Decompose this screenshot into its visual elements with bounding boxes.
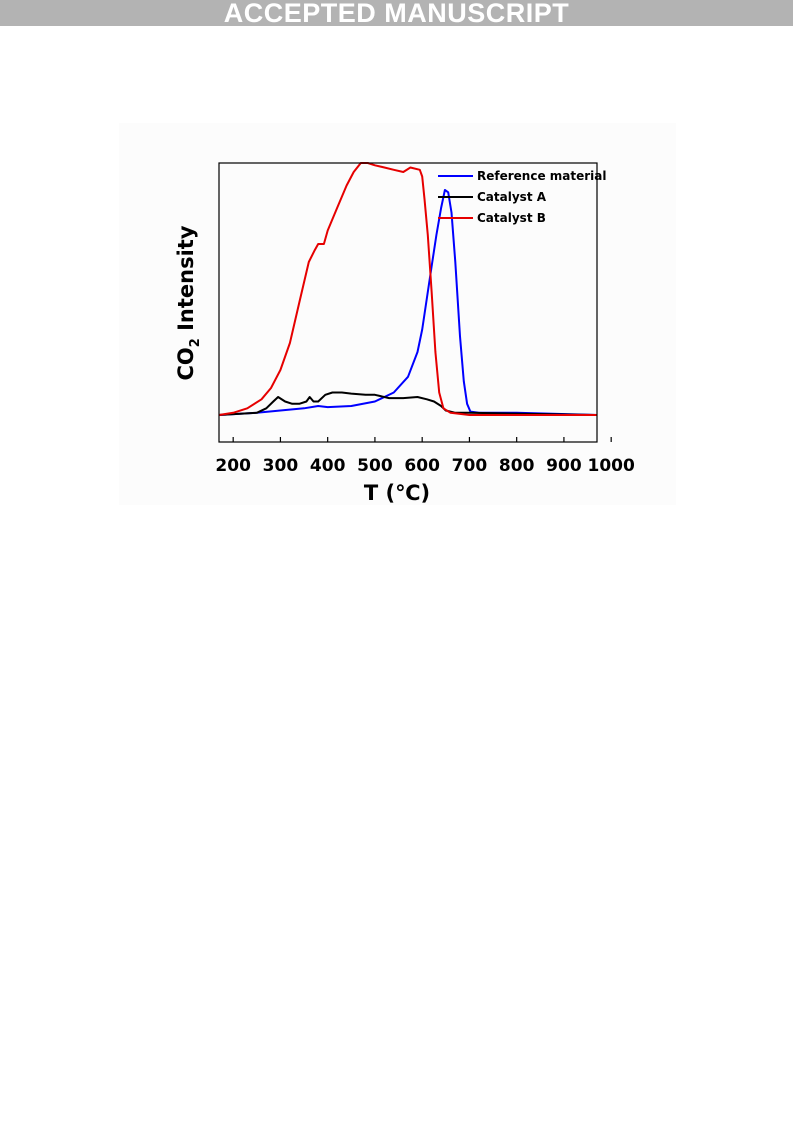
x-axis-title: T (℃) [364,481,430,505]
legend-label-3: Catalyst B [477,211,546,225]
x-axis-ticks [232,437,612,442]
legend-label-2: Catalyst A [477,190,547,204]
x-tick-label-400: 400 [310,456,346,476]
x-axis-tick-labels: 200 300 400 500 600 700 800 900 1000 [215,456,635,476]
series-line-1 [218,189,598,416]
y-axis-title-rest: Intensity [174,225,198,338]
legend: Reference material Catalyst A Catalyst B [438,169,607,225]
x-tick-label-900: 900 [546,456,582,476]
x-tick-label-300: 300 [263,456,299,476]
x-tick-label-200: 200 [215,456,251,476]
y-axis-title: CO2 Intensity [174,225,203,380]
y-axis-title-subscript: 2 [188,338,203,347]
x-tick-label-600: 600 [404,456,440,476]
plot-frame [218,162,598,443]
figure-background [119,123,676,505]
x-tick-label-800: 800 [499,456,535,476]
accepted-manuscript-banner: ACCEPTED MANUSCRIPT [0,0,793,26]
x-tick-label-700: 700 [452,456,488,476]
x-tick-label-500: 500 [357,456,393,476]
y-axis-title-co: CO [174,347,198,380]
series-line-2 [218,391,598,416]
legend-label-1: Reference material [477,169,607,183]
x-tick-label-1000: 1000 [588,456,635,476]
